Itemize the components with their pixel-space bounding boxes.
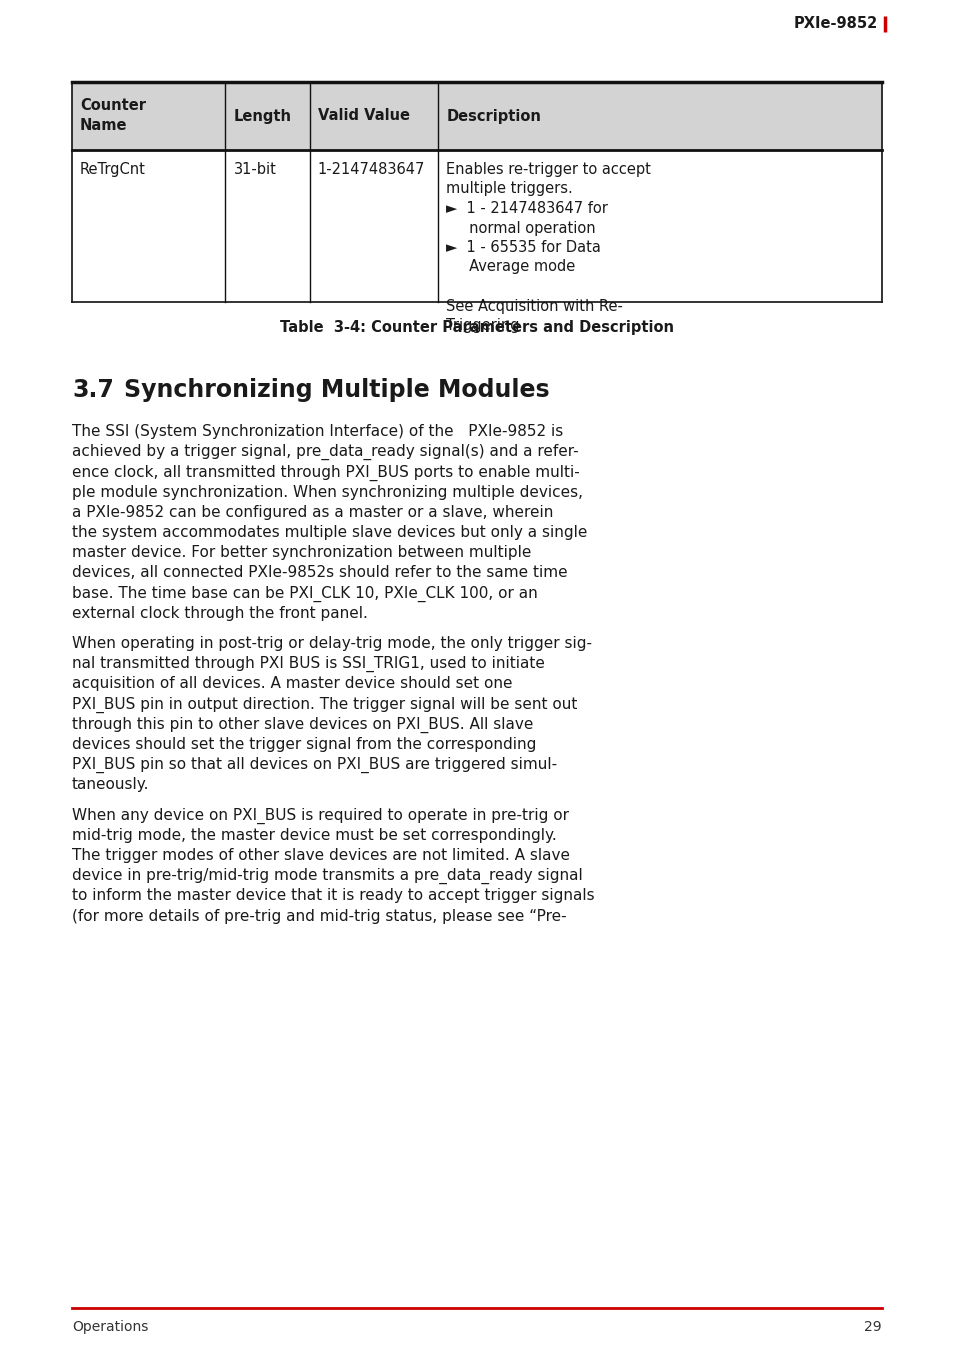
Text: Synchronizing Multiple Modules: Synchronizing Multiple Modules (124, 378, 549, 402)
Text: multiple triggers.: multiple triggers. (446, 181, 573, 196)
Bar (71, 150, 882, 302)
Text: PXI_BUS pin in output direction. The trigger signal will be sent out: PXI_BUS pin in output direction. The tri… (71, 696, 577, 712)
Text: The trigger modes of other slave devices are not limited. A slave: The trigger modes of other slave devices… (71, 848, 569, 862)
Text: device in pre-trig/mid-trig mode transmits a pre_data_ready signal: device in pre-trig/mid-trig mode transmi… (71, 868, 582, 884)
Text: (for more details of pre-trig and mid-trig status, please see “Pre-: (for more details of pre-trig and mid-tr… (71, 909, 566, 923)
Text: 29: 29 (863, 1320, 882, 1334)
Text: through this pin to other slave devices on PXI_BUS. All slave: through this pin to other slave devices … (71, 716, 533, 733)
Text: ►  1 - 2147483647 for: ► 1 - 2147483647 for (446, 200, 608, 217)
Text: Table  3-4: Counter Parameters and Description: Table 3-4: Counter Parameters and Descri… (280, 320, 673, 334)
Text: mid-trig mode, the master device must be set correspondingly.: mid-trig mode, the master device must be… (71, 827, 557, 842)
Text: devices, all connected PXIe-9852s should refer to the same time: devices, all connected PXIe-9852s should… (71, 566, 567, 581)
Text: acquisition of all devices. A master device should set one: acquisition of all devices. A master dev… (71, 677, 512, 692)
Text: PXIe-9852: PXIe-9852 (793, 16, 877, 31)
Text: Enables re-trigger to accept: Enables re-trigger to accept (446, 162, 651, 177)
Text: taneously.: taneously. (71, 777, 150, 792)
Text: ReTrgCnt: ReTrgCnt (80, 162, 146, 177)
Text: See Acquisition with Re-: See Acquisition with Re- (446, 298, 622, 314)
Text: to inform the master device that it is ready to accept trigger signals: to inform the master device that it is r… (71, 888, 594, 903)
Text: ence clock, all transmitted through PXI_BUS ports to enable multi-: ence clock, all transmitted through PXI_… (71, 464, 579, 481)
Text: When any device on PXI_BUS is required to operate in pre-trig or: When any device on PXI_BUS is required t… (71, 807, 568, 823)
Text: Name: Name (80, 119, 128, 134)
Text: Counter: Counter (80, 99, 146, 114)
Text: The SSI (System Synchronization Interface) of the   PXIe-9852 is: The SSI (System Synchronization Interfac… (71, 424, 562, 439)
Bar (71, 83, 882, 150)
Text: external clock through the front panel.: external clock through the front panel. (71, 605, 368, 620)
Text: 3.7: 3.7 (71, 378, 113, 402)
Text: Valid Value: Valid Value (317, 108, 409, 123)
Text: PXI_BUS pin so that all devices on PXI_BUS are triggered simul-: PXI_BUS pin so that all devices on PXI_B… (71, 757, 557, 773)
Text: ►  1 - 65535 for Data: ► 1 - 65535 for Data (446, 240, 600, 255)
Text: 1-2147483647: 1-2147483647 (317, 162, 425, 177)
Text: the system accommodates multiple slave devices but only a single: the system accommodates multiple slave d… (71, 525, 587, 540)
Text: Length: Length (233, 108, 292, 123)
Text: Description: Description (446, 108, 540, 123)
Text: master device. For better synchronization between multiple: master device. For better synchronizatio… (71, 546, 531, 561)
Text: Triggering: Triggering (446, 318, 519, 333)
Text: normal operation: normal operation (446, 221, 596, 236)
Text: achieved by a trigger signal, pre_data_ready signal(s) and a refer-: achieved by a trigger signal, pre_data_r… (71, 444, 578, 460)
Text: nal transmitted through PXI BUS is SSI_TRIG1, used to initiate: nal transmitted through PXI BUS is SSI_T… (71, 657, 544, 673)
Text: ple module synchronization. When synchronizing multiple devices,: ple module synchronization. When synchro… (71, 485, 582, 500)
Text: Average mode: Average mode (446, 260, 575, 275)
Text: base. The time base can be PXI_CLK 10, PXIe_CLK 100, or an: base. The time base can be PXI_CLK 10, P… (71, 585, 537, 601)
Text: a PXIe-9852 can be configured as a master or a slave, wherein: a PXIe-9852 can be configured as a maste… (71, 505, 553, 520)
Text: When operating in post-trig or delay-trig mode, the only trigger sig-: When operating in post-trig or delay-tri… (71, 636, 592, 651)
Text: devices should set the trigger signal from the corresponding: devices should set the trigger signal fr… (71, 737, 536, 751)
Text: 31-bit: 31-bit (233, 162, 276, 177)
Text: Operations: Operations (71, 1320, 149, 1334)
